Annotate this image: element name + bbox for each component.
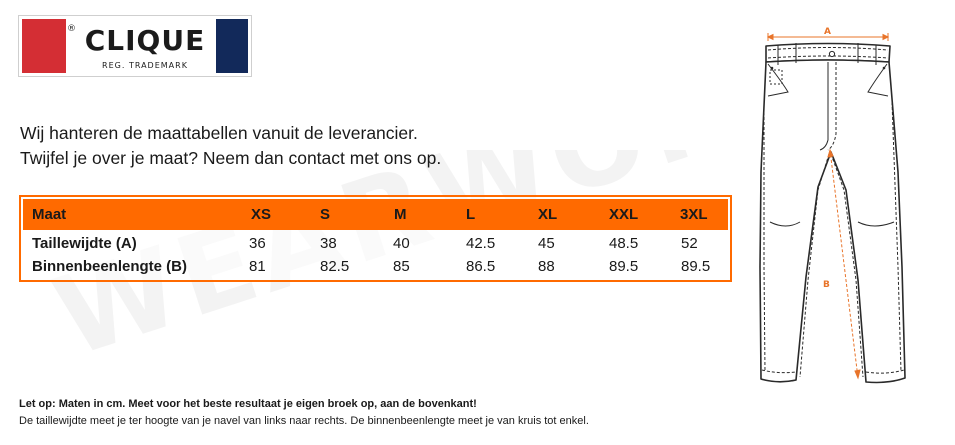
- table-cell: 38: [320, 235, 337, 252]
- table-cell: 52: [681, 235, 698, 252]
- table-cell: 88: [538, 258, 555, 275]
- logo-blue-block: [216, 19, 248, 73]
- brand-logo: ® CLIQUE REG. TRADEMARK: [18, 15, 252, 77]
- header-label: Maat: [32, 206, 67, 223]
- logo-tagline: REG. TRADEMARK: [102, 61, 188, 70]
- table-cell: 36: [249, 235, 266, 252]
- header-size-m: M: [394, 206, 407, 223]
- table-cell: 85: [393, 258, 410, 275]
- size-table: Maat XS S M L XL XXL 3XL Taillewijdte (A…: [19, 195, 732, 282]
- table-cell: 48.5: [609, 235, 639, 252]
- note-measuring-instructions: De taillewijdte meet je ter hoogte van j…: [19, 415, 589, 427]
- table-cell: 86.5: [466, 258, 496, 275]
- logo-registered-mark: ®: [67, 24, 76, 34]
- table-cell: 89.5: [681, 258, 711, 275]
- header-size-xl: XL: [538, 206, 558, 223]
- table-cell: 81: [249, 258, 266, 275]
- header-size-xxl: XXL: [609, 206, 639, 223]
- header-size-s: S: [320, 206, 331, 223]
- table-header-row: Maat XS S M L XL XXL 3XL: [23, 199, 728, 230]
- table-cell: 89.5: [609, 258, 639, 275]
- table-cell: 42.5: [466, 235, 496, 252]
- intro-line-1: Wij hanteren de maattabellen vanuit de l…: [20, 123, 418, 143]
- row-label-inseam: Binnenbeenlengte (B): [32, 258, 188, 275]
- header-size-l: L: [466, 206, 476, 223]
- table-cell: 82.5: [320, 258, 350, 275]
- logo-brand-name: CLIQUE: [84, 24, 206, 57]
- header-size-3xl: 3XL: [680, 206, 708, 223]
- table-cell: 40: [393, 235, 410, 252]
- header-size-xs: XS: [251, 206, 272, 223]
- table-row: Binnenbeenlengte (B) 81 82.5 85 86.5 88 …: [21, 254, 730, 279]
- row-label-waist: Taillewijdte (A): [32, 235, 137, 252]
- intro-text: Wij hanteren de maattabellen vanuit de l…: [20, 121, 441, 171]
- table-row: Taillewijdte (A) 36 38 40 42.5 45 48.5 5…: [21, 231, 730, 256]
- logo-red-block: [22, 19, 66, 73]
- trousers-icon: A B: [759, 27, 906, 384]
- table-cell: 45: [538, 235, 555, 252]
- note-warning: Let op: Maten in cm. Meet voor het beste…: [19, 398, 477, 410]
- intro-line-2: Twijfel je over je maat? Neem dan contac…: [20, 148, 442, 168]
- measure-label-b: B: [823, 280, 830, 290]
- measure-label-a: A: [824, 27, 831, 37]
